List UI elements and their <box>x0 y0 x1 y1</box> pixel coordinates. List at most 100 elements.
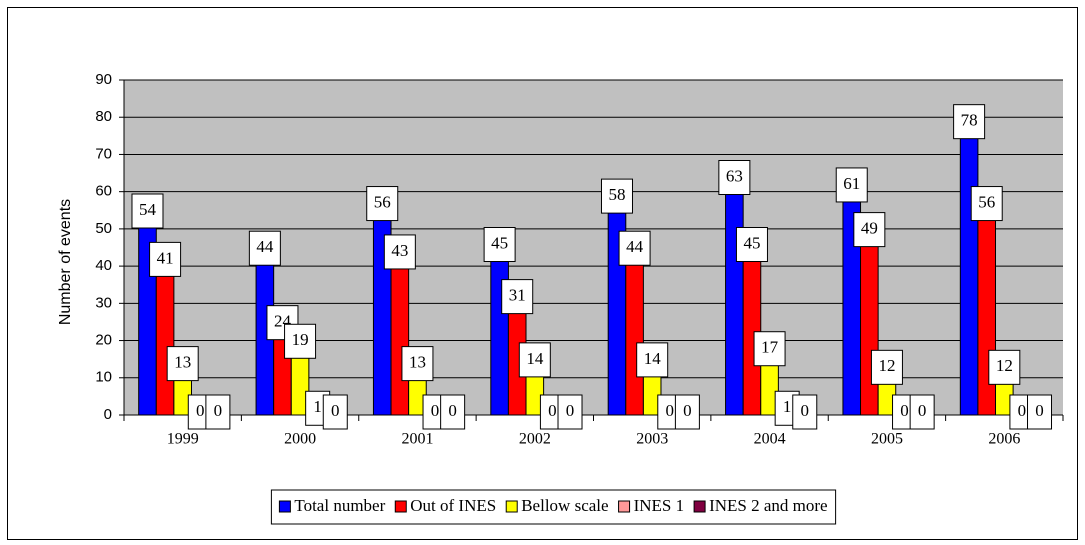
legend-swatch <box>394 500 407 513</box>
legend-box <box>270 489 837 525</box>
y-tick-label: 20 <box>95 332 112 349</box>
data-label-box <box>131 193 164 229</box>
data-label: 19 <box>292 330 309 349</box>
data-label: 1 <box>313 397 322 416</box>
data-label-box <box>366 186 399 222</box>
data-label: 14 <box>526 349 544 368</box>
data-label-box <box>284 323 317 359</box>
data-label-box <box>970 186 1003 222</box>
data-label-box <box>853 212 886 248</box>
legend-label: INES 1 <box>634 496 685 515</box>
x-tick-label: 2002 <box>519 431 551 448</box>
legend-label: Total number <box>294 496 385 515</box>
x-tick-label: 2003 <box>636 431 668 448</box>
y-tick-label: 0 <box>104 406 112 423</box>
y-tick-label: 50 <box>95 220 112 237</box>
y-tick-label: 90 <box>95 71 112 88</box>
data-label: 12 <box>878 356 895 375</box>
x-tick-label: 2006 <box>988 431 1020 448</box>
y-tick-label: 60 <box>95 183 112 200</box>
data-label: 13 <box>409 353 426 372</box>
data-label-box <box>483 227 516 262</box>
legend-label: Out of INES <box>410 496 496 515</box>
bar <box>155 261 175 416</box>
data-label-box <box>618 230 651 266</box>
data-label-box <box>953 104 986 140</box>
bar <box>625 250 644 416</box>
data-label-box <box>205 394 231 430</box>
data-label: 56 <box>978 192 995 211</box>
data-label: 0 <box>214 401 223 420</box>
data-label: 0 <box>548 401 557 420</box>
data-label: 0 <box>900 401 909 420</box>
data-label: 43 <box>391 241 408 260</box>
data-label-box <box>718 160 751 195</box>
data-label-box <box>557 394 583 430</box>
legend-swatch <box>278 500 291 513</box>
y-tick-label: 70 <box>95 145 112 162</box>
data-label-box <box>383 234 416 270</box>
data-label: 0 <box>1035 401 1044 420</box>
y-axis-label: Number of events <box>57 199 74 325</box>
legend-label: INES 2 and more <box>709 496 828 515</box>
data-label-box <box>1027 394 1053 430</box>
data-label: 0 <box>331 401 340 420</box>
data-label: 0 <box>918 401 927 420</box>
data-label: 0 <box>566 401 575 420</box>
data-label: 17 <box>761 338 779 357</box>
data-label: 31 <box>509 286 526 305</box>
bar <box>390 254 410 416</box>
legend-label: Bellow scale <box>521 496 608 515</box>
y-tick-label: 80 <box>95 108 112 125</box>
data-label-box <box>600 178 633 214</box>
data-label: 41 <box>157 248 174 267</box>
data-label-box <box>988 349 1021 385</box>
data-label: 0 <box>196 401 205 420</box>
data-label-box <box>835 167 868 203</box>
data-label: 0 <box>448 401 457 420</box>
x-tick-label: 2000 <box>284 431 316 448</box>
data-label: 45 <box>743 233 760 252</box>
data-label-box <box>501 279 534 315</box>
data-label: 54 <box>139 200 157 219</box>
data-label: 0 <box>666 401 675 420</box>
data-label-box <box>248 230 281 266</box>
legend-swatch <box>618 500 631 513</box>
data-label-box <box>909 394 935 430</box>
data-label-box <box>753 331 786 367</box>
data-label: 45 <box>491 233 508 252</box>
data-label: 78 <box>961 111 978 130</box>
data-label: 0 <box>683 401 692 420</box>
y-tick-label: 10 <box>95 369 112 386</box>
data-label-box <box>735 227 768 262</box>
bar <box>490 247 509 416</box>
data-label-box <box>870 349 903 385</box>
data-label: 0 <box>1018 401 1027 420</box>
data-label-box <box>149 241 182 277</box>
x-tick-label: 1999 <box>167 431 199 448</box>
data-label: 44 <box>256 237 274 256</box>
x-tick-label: 2005 <box>871 431 903 448</box>
data-label: 61 <box>843 174 860 193</box>
data-label: 44 <box>626 237 644 256</box>
data-label: 0 <box>801 401 810 420</box>
data-label: 63 <box>726 166 743 185</box>
data-label-box <box>636 342 669 378</box>
data-label-box <box>674 394 700 430</box>
data-label: 56 <box>374 192 391 211</box>
x-tick-label: 2004 <box>754 431 786 448</box>
data-label: 14 <box>644 349 662 368</box>
bar <box>860 232 879 416</box>
y-tick-label: 30 <box>95 294 112 311</box>
y-tick-label: 40 <box>95 257 112 274</box>
data-label: 13 <box>174 353 191 372</box>
data-label-box <box>792 394 818 430</box>
data-label: 12 <box>996 356 1013 375</box>
bar <box>959 124 979 416</box>
data-label-box <box>518 342 551 378</box>
bar <box>725 180 744 416</box>
data-label-box <box>322 394 348 430</box>
data-label-box <box>166 346 199 382</box>
data-label-box <box>440 394 466 430</box>
